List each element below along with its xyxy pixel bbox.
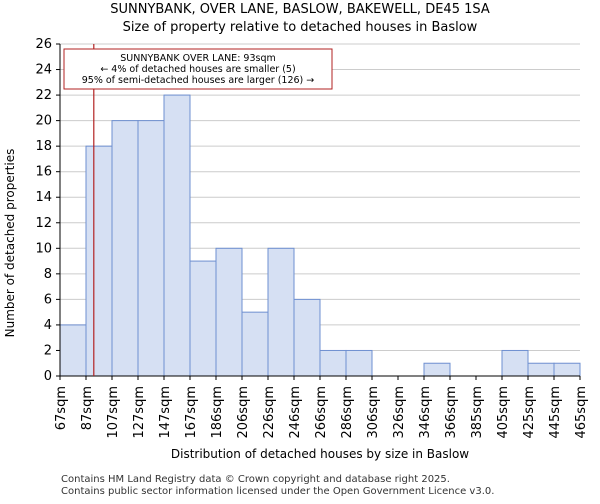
x-tick-label: 286sqm [340,386,355,439]
y-tick-label: 24 [35,63,52,78]
x-tick-label: 465sqm [574,386,589,439]
x-tick-label: 366sqm [444,386,459,439]
y-tick-label: 12 [35,216,52,231]
y-tick-label: 10 [35,241,52,256]
bar [59,324,87,377]
y-tick-label: 16 [35,165,52,180]
x-tick-label: 127sqm [132,386,147,439]
x-tick-label: 67sqm [54,386,69,430]
y-tick-label: 26 [35,37,52,52]
annotation-line-1: SUNNYBANK OVER LANE: 93sqm [120,53,275,64]
bar [319,349,347,377]
x-tick-label: 445sqm [548,386,563,439]
x-tick-label: 425sqm [522,386,537,439]
bar [423,362,451,377]
x-tick-label: 226sqm [262,386,277,439]
y-tick-label: 2 [44,343,52,358]
bar [111,120,139,377]
y-tick-label: 0 [44,369,52,384]
bar [267,247,295,377]
bar [293,298,321,377]
annotation-box: SUNNYBANK OVER LANE: 93sqm ← 4% of detac… [63,48,333,90]
bar [553,362,581,377]
annotation-line-3: 95% of semi-detached houses are larger (… [82,75,315,86]
x-tick-label: 206sqm [236,386,251,439]
x-tick-label: 87sqm [80,386,95,430]
bar [85,145,113,377]
x-tick-label: 346sqm [418,386,433,439]
x-tick-label: 167sqm [184,386,199,439]
x-tick-label: 306sqm [366,386,381,439]
annotation-frame [63,48,333,90]
x-tick-label: 246sqm [288,386,303,439]
y-tick-label: 20 [35,114,52,129]
footer-line-1: Contains HM Land Registry data © Crown c… [61,474,450,485]
chart-title: SUNNYBANK, OVER LANE, BASLOW, BAKEWELL, … [110,2,490,17]
x-tick-label: 266sqm [314,386,329,439]
y-tick-label: 6 [44,292,52,307]
x-tick-label: 326sqm [392,386,407,439]
x-tick-label: 186sqm [210,386,225,439]
bar [189,260,217,377]
annotation-line-2: ← 4% of detached houses are smaller (5) [100,64,295,75]
bar [241,311,269,377]
y-tick-label: 14 [35,190,52,205]
bar [345,349,373,377]
x-axis-label: Distribution of detached houses by size … [171,447,469,461]
x-tick-label: 405sqm [496,386,511,439]
y-tick-label: 22 [35,88,52,103]
y-axis-label: Number of detached properties [3,149,17,338]
y-tick-label: 4 [44,318,52,333]
chart-subtitle: Size of property relative to detached ho… [123,20,478,35]
y-tick-label: 18 [35,139,52,154]
x-tick-label: 107sqm [106,386,121,439]
x-tick-label: 147sqm [158,386,173,439]
bar [501,349,529,377]
bar [215,247,243,377]
footer-line-2: Contains public sector information licen… [61,486,494,497]
bar [527,362,555,377]
y-tick-label: 8 [44,267,52,282]
x-tick-label: 385sqm [470,386,485,439]
bar [163,94,191,377]
bar [137,120,165,377]
